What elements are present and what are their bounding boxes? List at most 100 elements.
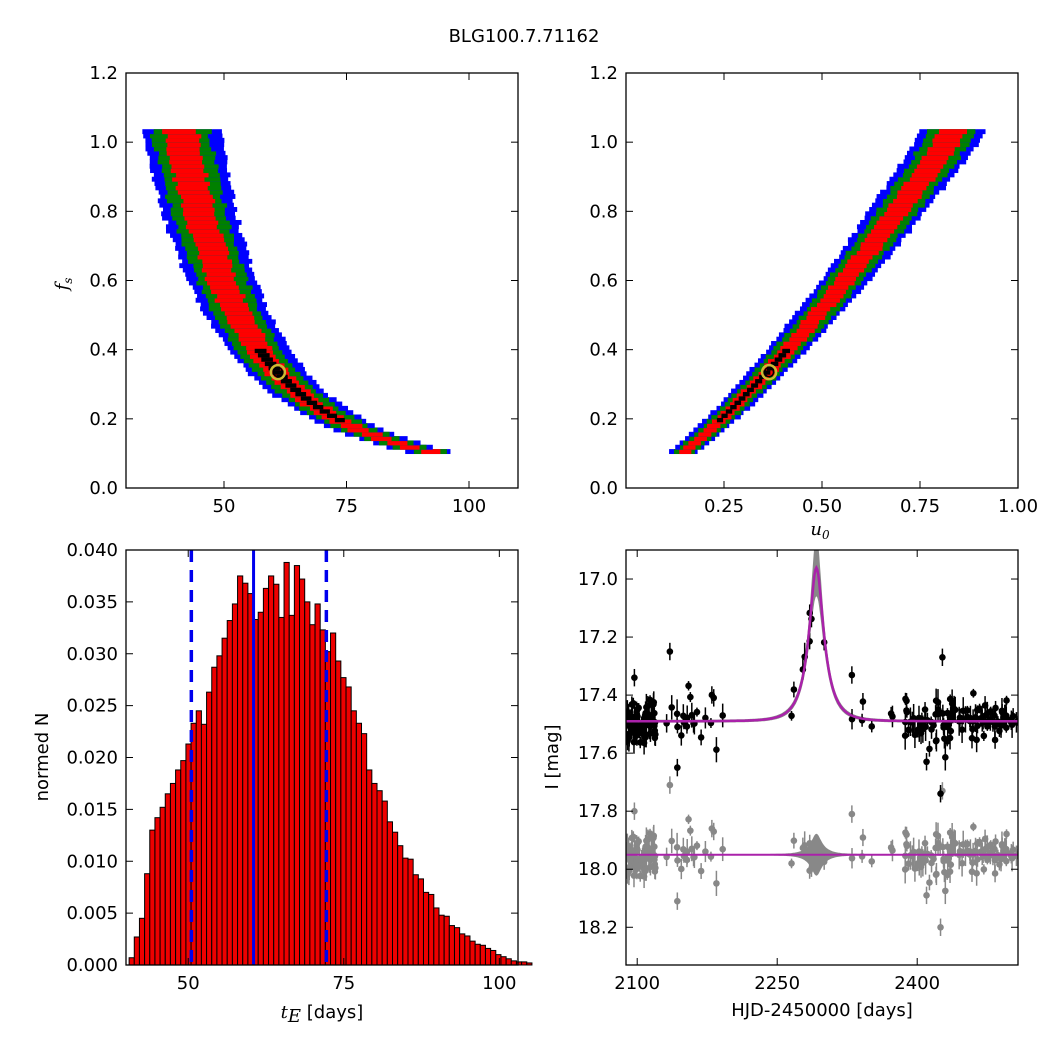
data-point xyxy=(905,860,912,867)
data-point xyxy=(848,854,856,862)
contour-cell xyxy=(195,241,226,247)
contour-cell xyxy=(204,276,234,282)
y-tick-label: 18.0 xyxy=(578,859,618,880)
data-point xyxy=(970,689,977,697)
data-point xyxy=(1003,830,1010,838)
data-point xyxy=(903,840,910,848)
data-point xyxy=(636,739,644,746)
contour-cell xyxy=(864,237,888,243)
histogram-bar xyxy=(335,660,342,966)
light-curve-data xyxy=(626,550,1018,936)
x-axis-label-main: u xyxy=(810,519,822,540)
data-point xyxy=(674,897,681,905)
x-axis-label-main: t xyxy=(281,1002,289,1023)
panel-light-curve: 2100 2250 2400 17.0 17.2 17.4 17.6 17.8 18.0 18.2… xyxy=(542,549,1019,1021)
contour-cell xyxy=(887,207,912,212)
data-point xyxy=(991,712,998,719)
data-point xyxy=(974,855,981,863)
histogram-bar xyxy=(231,603,239,966)
contour-cell xyxy=(187,219,219,225)
contour-cell xyxy=(876,219,901,225)
axis-ticks: 2100 2250 2400 17.0 17.2 17.4 17.6 17.8 18.0 18.2 xyxy=(578,550,1018,994)
contour-cell xyxy=(211,289,240,295)
contour-cell xyxy=(162,129,196,135)
histogram-bar xyxy=(340,677,347,966)
contour-cell xyxy=(874,224,898,230)
y-tick-label: 0.8 xyxy=(589,201,618,222)
contour-cell xyxy=(810,306,831,312)
data-point xyxy=(974,722,981,730)
x-axis-label: u0 xyxy=(810,519,830,542)
contour-cell xyxy=(234,328,262,333)
data-point xyxy=(905,726,912,734)
data-point xyxy=(668,704,676,711)
data-point xyxy=(635,704,642,712)
histogram-bar xyxy=(355,722,363,966)
contour-cell xyxy=(201,267,232,273)
data-point xyxy=(713,746,720,754)
data-point xyxy=(628,701,636,708)
histogram-bar xyxy=(128,957,135,966)
histogram-bar xyxy=(438,914,445,966)
data-point xyxy=(632,860,639,868)
data-point xyxy=(688,845,696,853)
data-point xyxy=(921,706,929,713)
contour-cell xyxy=(230,323,258,329)
axis-ticks: 50 75 100 0.0 0.2 0.4 0.6 0.8 1.0 1.2 xyxy=(89,63,518,517)
data-point xyxy=(919,859,927,867)
histogram-bar xyxy=(257,611,264,966)
contour-cell-peak xyxy=(272,370,284,375)
data-point xyxy=(976,705,983,712)
contour-cell xyxy=(932,142,961,148)
contour-cell-peak xyxy=(721,413,728,418)
contour-cell-peak xyxy=(738,396,746,401)
contour-cell xyxy=(707,423,721,429)
y-tick-label: 17.8 xyxy=(578,801,618,822)
histogram-bar xyxy=(526,962,533,966)
contour-cell-peak xyxy=(285,383,297,388)
data-point xyxy=(932,871,940,878)
y-tick-label: 0.040 xyxy=(66,540,118,561)
histogram-bar xyxy=(397,845,404,966)
histogram-bar xyxy=(133,936,140,966)
data-point xyxy=(848,810,856,818)
contour-cell-peak xyxy=(755,379,763,384)
contour-cell-peak xyxy=(264,361,277,367)
data-point xyxy=(976,838,983,846)
histogram-bar xyxy=(490,949,497,966)
contour-cell xyxy=(799,323,818,329)
data-point xyxy=(991,870,999,877)
data-point xyxy=(941,868,948,876)
y-tick-label: 1.2 xyxy=(589,63,618,84)
y-axis-label: normed N xyxy=(32,713,53,802)
contour-cell xyxy=(166,146,200,152)
contour-cell xyxy=(896,194,922,199)
histogram-bar xyxy=(366,769,373,966)
contour-cell xyxy=(834,280,855,286)
histogram-bar xyxy=(402,857,409,966)
data-point xyxy=(801,842,808,849)
data-point xyxy=(685,682,692,690)
y-tick-label: 1.0 xyxy=(589,132,618,153)
data-point xyxy=(693,842,701,849)
data-point xyxy=(926,879,933,886)
histogram-bar xyxy=(391,831,399,966)
data-point xyxy=(628,834,636,842)
histogram-bar xyxy=(149,829,156,966)
histogram-bar xyxy=(330,632,337,966)
data-point xyxy=(719,845,726,853)
contour-cell xyxy=(199,250,230,256)
data-point xyxy=(979,852,987,860)
histogram-bars xyxy=(128,550,533,966)
histogram-bar xyxy=(262,587,270,966)
data-point xyxy=(702,714,709,722)
contour-cell xyxy=(165,137,200,143)
data-point xyxy=(697,867,705,875)
x-axis-label-sub: E xyxy=(287,1006,301,1027)
contour-cell xyxy=(909,176,936,182)
data-point xyxy=(646,722,653,729)
x-tick-label: 2100 xyxy=(614,973,660,994)
x-tick-label: 2250 xyxy=(754,973,800,994)
contour-cell xyxy=(903,181,929,186)
histogram-bar xyxy=(417,878,424,966)
